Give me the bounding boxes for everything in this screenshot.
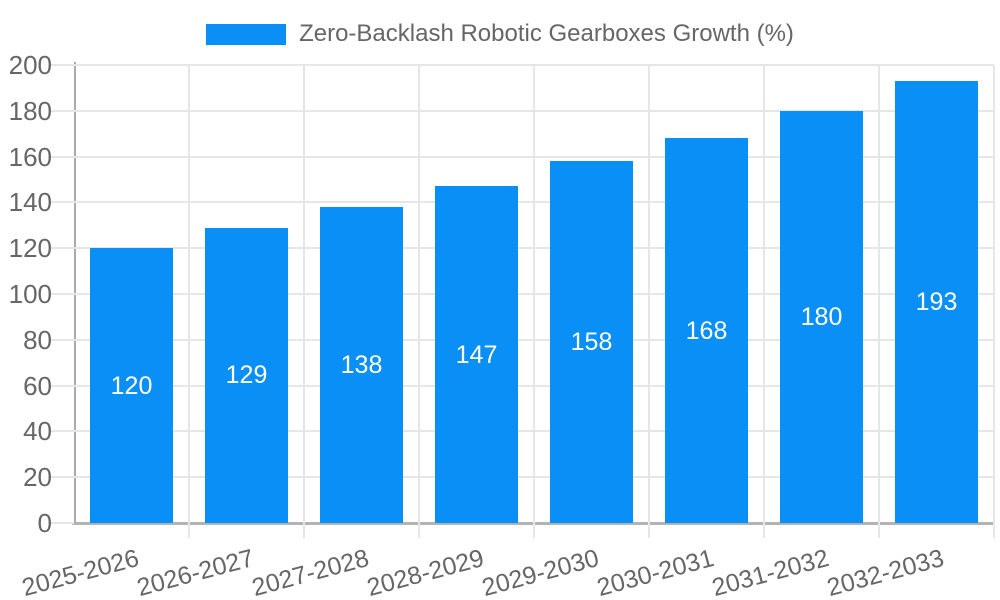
y-tick-label: 140 <box>8 187 52 218</box>
bar-value-label: 120 <box>110 371 153 400</box>
x-tick-label: 2029-2030 <box>479 544 602 600</box>
bar-value-label: 168 <box>685 316 728 345</box>
x-tick-label: 2031-2032 <box>709 544 832 600</box>
bar[interactable]: 120 <box>90 248 173 523</box>
gridline-vertical <box>648 65 650 538</box>
gridline-vertical <box>763 65 765 538</box>
gridline-vertical <box>188 65 190 538</box>
gridline-horizontal <box>50 109 994 112</box>
gridline-vertical <box>533 65 535 538</box>
y-tick-label: 120 <box>8 233 52 264</box>
y-tick-label: 200 <box>8 50 52 80</box>
x-tick-label: 2025-2026 <box>19 544 142 600</box>
gridline-horizontal <box>50 155 994 158</box>
y-axis-line <box>74 62 76 523</box>
y-tick-label: 100 <box>8 279 52 309</box>
x-tick-label: 2027-2028 <box>249 544 372 600</box>
bar[interactable]: 180 <box>780 110 863 523</box>
gridline-horizontal <box>50 476 994 479</box>
y-tick-label: 80 <box>23 324 52 355</box>
bar[interactable]: 158 <box>550 161 633 523</box>
gridline-vertical <box>303 65 305 538</box>
bar-value-label: 193 <box>915 288 958 317</box>
gridline-horizontal <box>50 338 994 341</box>
gridline-vertical <box>878 65 880 538</box>
bar[interactable]: 129 <box>205 227 288 523</box>
bar[interactable]: 168 <box>665 138 748 523</box>
plot-area: 120 129 138 147 158 168 180 193 <box>50 64 995 538</box>
y-tick-label: 160 <box>8 141 52 172</box>
bar[interactable]: 193 <box>895 81 978 523</box>
y-tick-label: 0 <box>37 508 52 538</box>
x-tick-label: 2032-2033 <box>824 544 947 600</box>
gridline-horizontal <box>50 293 994 295</box>
bar[interactable]: 147 <box>435 186 518 523</box>
x-tick-label: 2026-2027 <box>134 544 257 600</box>
gridline-horizontal <box>50 201 994 204</box>
legend-label: Zero-Backlash Robotic Gearboxes Growth (… <box>299 20 794 47</box>
gridline-horizontal <box>50 247 994 250</box>
gridline-horizontal <box>50 64 994 66</box>
gridline-horizontal <box>50 430 994 433</box>
gridline-horizontal <box>50 522 74 524</box>
y-tick-label: 40 <box>23 416 52 447</box>
bar-value-label: 147 <box>455 340 498 369</box>
gridline-horizontal <box>50 384 994 387</box>
gridline-vertical <box>418 65 420 538</box>
gridline-vertical <box>993 65 995 538</box>
bar-value-label: 158 <box>570 328 613 357</box>
x-tick-label: 2028-2029 <box>364 544 487 600</box>
y-tick-label: 20 <box>23 462 52 493</box>
y-tick-label: 180 <box>8 95 52 126</box>
legend-item[interactable]: Zero-Backlash Robotic Gearboxes Growth (… <box>0 20 1000 48</box>
legend-swatch <box>206 23 287 45</box>
bar-value-label: 129 <box>225 361 268 390</box>
bar[interactable]: 138 <box>320 206 403 523</box>
bar-value-label: 138 <box>340 351 383 379</box>
y-tick-label: 60 <box>23 370 52 401</box>
x-tick-label: 2030-2031 <box>594 544 717 600</box>
bar-value-label: 180 <box>800 302 843 331</box>
